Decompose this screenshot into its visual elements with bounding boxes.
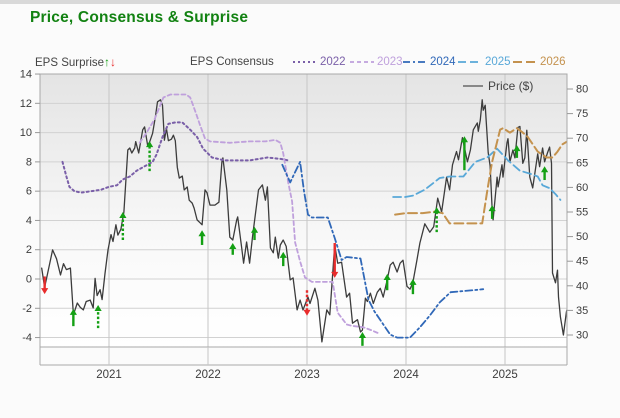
- eps-surprise-label: EPS Surprise: [35, 57, 105, 69]
- surprise-down-arrow-icon: [331, 271, 339, 278]
- axis-tick-labels: 14 12 10 8 6 4 2 0 -2 -4 80 75 70 65 60 55 50 45 40 35 30 202…: [20, 69, 589, 381]
- legend-year-label: 2023: [377, 56, 403, 68]
- right-axis-tick-label: 60: [576, 182, 588, 194]
- legend-year-label: 2022: [320, 56, 346, 68]
- surprise-up-arrow-icon: ↑: [104, 55, 111, 69]
- left-axis-tick-label: 4: [26, 215, 32, 227]
- left-axis-tick-label: 14: [20, 69, 32, 81]
- left-axis-tick-label: 2: [26, 244, 32, 256]
- right-axis-tick-label: 75: [576, 108, 588, 120]
- surprise-up-arrow-icon: [460, 136, 469, 143]
- legend-year-label: 2026: [540, 56, 566, 68]
- surprise-down-arrow-icon: [41, 288, 49, 295]
- surprise-up-arrow-icon: [383, 273, 391, 280]
- series-2024-line: [281, 160, 485, 339]
- legend-year-label: 2024: [430, 56, 456, 68]
- left-axis-tick-label: 8: [26, 156, 32, 168]
- surprise-arrows: [41, 136, 549, 346]
- x-axis-year-label: 2021: [96, 369, 122, 381]
- axes-frame: [35, 73, 573, 366]
- right-axis-tick-label: 30: [576, 330, 588, 342]
- right-axis-tick-label: 80: [576, 84, 588, 96]
- x-axis-year-label: 2024: [393, 369, 419, 381]
- x-axis-year-label: 2025: [492, 369, 518, 381]
- legend-dash-swatch-icon: [513, 61, 537, 63]
- legend-year-2026: 2026: [513, 56, 566, 68]
- legend-row: EPS Surprise↑↓ EPS Consensus 2022 2023 202…: [0, 56, 620, 71]
- left-axis-tick-label: 10: [20, 127, 32, 139]
- legend-year-2022: 2022: [293, 56, 346, 68]
- left-axis-tick-label: -2: [22, 303, 32, 315]
- chart-title: Price, Consensus & Surprise: [30, 9, 249, 26]
- right-axis-tick-label: 70: [576, 133, 588, 145]
- x-axis-year-label: 2022: [195, 369, 221, 381]
- surprise-down-arrow-icon: ↓: [110, 55, 117, 69]
- legend-dash-swatch-icon: [458, 61, 482, 63]
- series-2022-line: [61, 121, 290, 194]
- legend-dash-swatch-icon: [293, 61, 317, 63]
- left-axis-tick-label: 12: [20, 98, 32, 110]
- x-axis-year-label: 2023: [294, 369, 320, 381]
- surprise-up-arrow-icon: [433, 207, 441, 214]
- surprise-up-arrow-icon: [513, 145, 521, 152]
- legend-year-2025: 2025: [458, 56, 511, 68]
- surprise-up-arrow-icon: [94, 304, 102, 311]
- surprise-down-arrow-icon: [303, 309, 311, 316]
- legend-price: Price ($): [463, 79, 533, 93]
- surprise-up-arrow-icon: [488, 205, 496, 212]
- legend-year-2023: 2023: [350, 56, 403, 68]
- legend-dash-swatch-icon: [350, 61, 374, 63]
- left-axis-tick-label: 0: [26, 274, 32, 286]
- right-axis-tick-label: 65: [576, 157, 588, 169]
- series-2023-line: [138, 93, 380, 335]
- series-2025-line: [392, 147, 562, 201]
- surprise-up-arrow-icon: [358, 332, 367, 339]
- surprise-up-arrow-icon: [279, 251, 287, 258]
- series-price-line: [41, 99, 567, 343]
- surprise-up-arrow-icon: [409, 278, 417, 285]
- price-legend-label: Price ($): [488, 79, 534, 93]
- surprise-up-arrow-icon: [198, 230, 206, 237]
- surprise-up-arrow-icon: [229, 242, 237, 249]
- right-axis-tick-label: 50: [576, 231, 588, 243]
- legend-eps-consensus-label: EPS Consensus: [190, 56, 274, 68]
- legend-dash-swatch-icon: [403, 61, 427, 63]
- surprise-up-arrow-icon: [145, 141, 154, 148]
- legend-year-label: 2025: [485, 56, 511, 68]
- right-axis-tick-label: 35: [576, 305, 588, 317]
- price-line-swatch-icon: [463, 85, 483, 87]
- left-axis-tick-label: -4: [22, 332, 32, 344]
- top-border-strip: [0, 0, 620, 4]
- plot-area: [40, 74, 567, 347]
- right-axis-tick-label: 40: [576, 280, 588, 292]
- surprise-up-arrow-icon: [69, 308, 77, 315]
- legend-eps-surprise: EPS Surprise↑↓: [35, 56, 116, 70]
- right-axis-tick-label: 55: [576, 207, 588, 219]
- left-axis-tick-label: 6: [26, 186, 32, 198]
- right-axis-tick-label: 45: [576, 256, 588, 268]
- surprise-up-arrow-icon: [119, 212, 127, 218]
- series-lines: [41, 93, 567, 343]
- legend-year-2024: 2024: [403, 56, 456, 68]
- surprise-up-arrow-icon: [250, 226, 259, 233]
- surprise-up-arrow-icon: [541, 166, 549, 173]
